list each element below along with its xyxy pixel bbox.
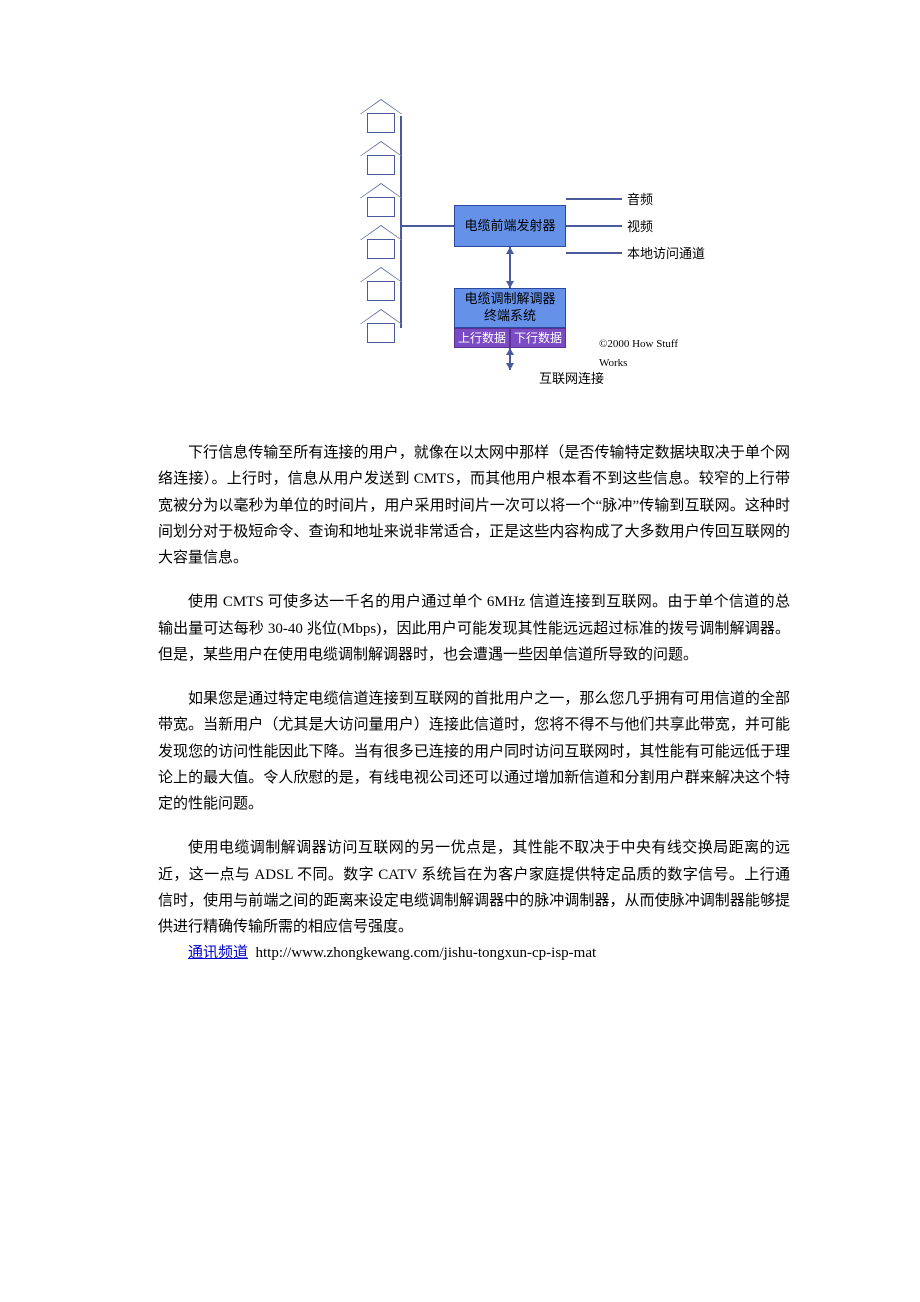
arrow-down-icon xyxy=(506,363,514,370)
local-access-label: 本地访问通道 xyxy=(627,243,705,266)
body-paragraph: 下行信息传输至所有连接的用户，就像在以太网中那样（是否传输特定数据块取决于单个网… xyxy=(158,440,790,571)
house-icon xyxy=(361,184,401,218)
output-line xyxy=(566,225,622,227)
house-icon xyxy=(361,142,401,176)
house-icon xyxy=(361,226,401,260)
connector-line xyxy=(400,225,454,227)
arrow-up-icon xyxy=(506,348,514,355)
output-line xyxy=(566,198,622,200)
body-paragraph: 使用电缆调制解调器访问互联网的另一优点是，其性能不取决于中央有线交换局距离的远近… xyxy=(158,835,790,940)
downstream-box: 下行数据 xyxy=(510,328,566,348)
cmts-box: 电缆调制解调器 终端系统 xyxy=(454,288,566,328)
upstream-box: 上行数据 xyxy=(454,328,510,348)
audio-label: 音频 xyxy=(627,189,653,212)
network-diagram: 电缆前端发射器 音频 视频 本地访问通道 电缆调制解调器 终端系统 上行数据 下… xyxy=(269,100,679,390)
internet-label: 互联网连接 xyxy=(539,368,604,391)
houses-column xyxy=(361,100,401,352)
house-icon xyxy=(361,100,401,134)
arrow-up-icon xyxy=(506,247,514,254)
channel-link[interactable]: 通讯频道 xyxy=(188,945,248,961)
video-label: 视频 xyxy=(627,216,653,239)
downstream-label: 下行数据 xyxy=(514,328,562,349)
arrow-down-icon xyxy=(506,281,514,288)
house-icon xyxy=(361,310,401,344)
link-line: 通讯频道 http://www.zhongkewang.com/jishu-to… xyxy=(158,940,790,966)
headend-label: 电缆前端发射器 xyxy=(464,215,555,238)
body-paragraph: 如果您是通过特定电缆信道连接到互联网的首批用户之一，那么您几乎拥有可用信道的全部… xyxy=(158,686,790,817)
cmts-label-line2: 终端系统 xyxy=(484,308,536,325)
link-url-display: http://www.zhongkewang.com/jishu-tongxun… xyxy=(256,945,597,961)
house-icon xyxy=(361,268,401,302)
diagram-copyright: ©2000 How Stuff Works xyxy=(599,335,679,374)
output-line xyxy=(566,252,622,254)
headend-box: 电缆前端发射器 xyxy=(454,205,566,247)
upstream-label: 上行数据 xyxy=(458,328,506,349)
cmts-label-line1: 电缆调制解调器 xyxy=(464,291,555,308)
body-paragraph: 使用 CMTS 可使多达一千名的用户通过单个 6MHz 信道连接到互联网。由于单… xyxy=(158,589,790,668)
